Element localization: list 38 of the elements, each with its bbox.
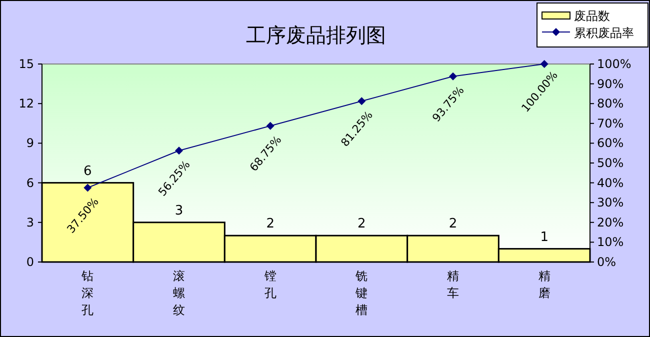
legend-label: 废品数 [574,9,610,23]
y2-tick-label: 90% [597,76,624,91]
y-tick-label: 6 [26,176,34,190]
y2-tick-label: 40% [597,176,624,190]
y2-tick-label: 60% [597,136,624,150]
x-tick-label: 精磨 [538,269,550,300]
y2-tick-label: 10% [597,235,624,250]
point [266,122,274,130]
y2-tick-label: 50% [597,156,624,170]
y-tick-label: 0 [26,255,34,269]
y-tick-label: 12 [18,96,34,111]
y2-tick-label: 80% [597,96,624,111]
y-tick-label: 9 [26,136,34,150]
x-tick-label: 精车 [447,269,459,300]
y2-tick-label: 30% [597,196,624,210]
data-label: 2 [448,216,458,232]
y2-tick-label: 100% [597,57,632,71]
data-label: 2 [358,216,366,232]
y-tick-label: 15 [18,57,34,71]
x-tick-label: 钻深孔 [80,269,94,317]
x-tick-label: 镗孔 [263,269,276,300]
y-tick-label: 3 [26,215,34,230]
y2-tick-label: 20% [597,215,624,230]
point [84,184,92,192]
data-label: 2 [266,216,274,232]
chart-title: 工序废品排列图 [246,23,386,47]
legend-label: 累积废品率 [574,26,634,40]
y2-tick-label: 70% [597,116,624,130]
y2-tick-label: 0% [597,255,616,269]
data-label: 1 [540,230,548,245]
point [358,97,366,106]
data-label: 3 [174,203,184,218]
point [540,60,548,68]
data-label: 6 [84,164,92,179]
x-tick-label: 滚螺纹 [173,269,185,317]
point [175,146,183,155]
x-tick-label: 铣键槽 [354,269,368,317]
point [449,72,457,80]
